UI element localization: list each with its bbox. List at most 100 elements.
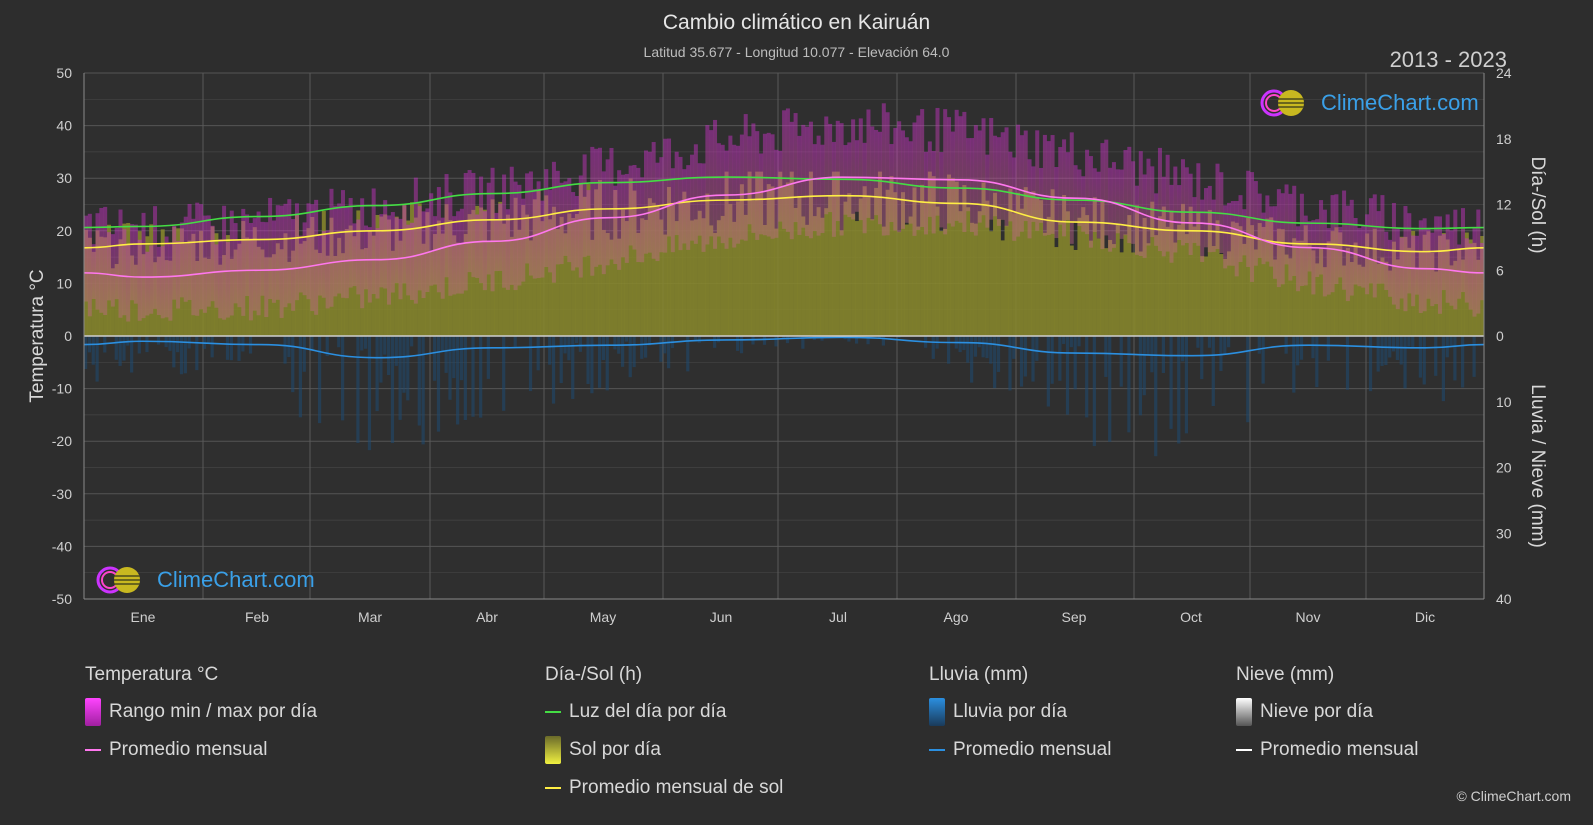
legend-item-daylight: Luz del día por día [545, 700, 783, 724]
legend-label: Rango min / max por día [109, 701, 318, 722]
sun-bar [1092, 197, 1097, 336]
temp-range-bar [1188, 173, 1193, 255]
temp-range-bar [1069, 132, 1074, 244]
temp-range-bar [1276, 189, 1281, 288]
rain-bar [502, 336, 506, 411]
temp-range-bar [383, 200, 388, 289]
temp-range-bar [294, 203, 299, 301]
temp-range-bar [858, 118, 863, 221]
temp-range-bar [475, 214, 480, 278]
x-month-label: Abr [476, 609, 498, 625]
temp-range-bar [245, 214, 250, 297]
logo-top-right[interactable]: ClimeChart.com [1259, 88, 1479, 118]
temp-range-bar [548, 189, 553, 273]
temp-range-bar [367, 227, 372, 303]
legend-item-temp-avg: Promedio mensual [85, 738, 317, 762]
sun-bar [935, 206, 940, 336]
sun-bar [1265, 218, 1270, 336]
rain-bar [1453, 336, 1457, 381]
sun-bar [897, 231, 902, 336]
rain-bar [1219, 336, 1223, 371]
temp-range-bar [444, 174, 449, 278]
temp-range-bar [107, 232, 112, 301]
x-month-label: Sep [1062, 609, 1087, 625]
temp-range-bar [314, 199, 319, 315]
sun-bar [801, 216, 806, 336]
temp-range-bar [939, 152, 944, 228]
sun-bar [644, 219, 648, 336]
temp-range-bar [885, 112, 890, 236]
sun-bar [770, 186, 775, 336]
temp-range-bar [122, 229, 127, 316]
temp-range-bar [1372, 194, 1377, 298]
temp-range-bar [206, 215, 211, 307]
y-right-hours-tick-label: 0 [1496, 328, 1504, 344]
temp-range-bar [835, 120, 840, 222]
y-left-tick-label: 20 [56, 223, 72, 239]
sun-bar [670, 204, 675, 336]
rain-bar [897, 336, 901, 338]
temp-range-bar [513, 181, 518, 291]
sun-bar [732, 221, 737, 336]
copyright: © ClimeChart.com [1456, 788, 1571, 804]
sun-bar [1211, 246, 1216, 336]
temp-range-bar [705, 125, 710, 245]
rain-avg-line [83, 336, 1485, 359]
temp-range-bar [1004, 127, 1009, 227]
temp-range-bar [897, 121, 902, 233]
rain-bar [1207, 336, 1212, 348]
temp-range-bar [1422, 218, 1427, 312]
sun-bar [705, 193, 710, 336]
temp-range-bar [306, 203, 311, 300]
sun-bar [1131, 252, 1136, 336]
temp-range-bar [900, 130, 905, 229]
sun-bar [912, 187, 917, 336]
rain-bar [375, 336, 379, 412]
temp-range-bar [812, 144, 817, 232]
temp-range-bar [789, 121, 794, 240]
temp-range-bar [1161, 176, 1166, 257]
temp-range-bar [1288, 193, 1293, 281]
legend-heading: Temperatura °C [85, 664, 219, 685]
temp-range-bar [84, 215, 88, 302]
temp-range-bar [751, 123, 756, 233]
temp-range-bar [663, 138, 668, 253]
temp-range-bar [755, 131, 760, 240]
temp-range-bar [1269, 206, 1274, 267]
rain-bar [1104, 336, 1108, 377]
rain-bar [866, 336, 870, 345]
sun-bar [1104, 248, 1109, 336]
temp-range-bar [176, 241, 181, 309]
legend-item-temp-range: Rango min / max por día [85, 698, 318, 726]
sun-bar [525, 214, 530, 336]
temp-range-bar [1253, 181, 1258, 266]
sun-bar [950, 178, 955, 336]
rain-bar [406, 336, 410, 401]
rain-bar [739, 336, 744, 354]
temp-range-bar [482, 211, 487, 291]
rain-bar [782, 336, 786, 339]
y-left-tick-label: -20 [52, 433, 72, 449]
temp-range-bar [1292, 185, 1297, 276]
rain-bar [551, 336, 556, 404]
year-range: 2013 - 2023 [1389, 47, 1507, 72]
temp-range-bar [1211, 199, 1216, 252]
temp-range-bar [563, 181, 568, 256]
temp-range-bar [195, 202, 200, 316]
rain-bar [1284, 336, 1288, 354]
sun-bar [559, 216, 564, 336]
temp-range-bar [916, 115, 921, 230]
rain-bar [126, 336, 130, 346]
daylight-swatch [545, 711, 561, 713]
legend-label: Sol por día [569, 739, 661, 760]
rain-bar [571, 336, 575, 399]
x-month-label: Mar [358, 609, 382, 625]
temp-range-bar [640, 177, 645, 263]
temp-range-bar [371, 188, 376, 295]
logo-bottom-left[interactable]: ClimeChart.com [95, 565, 315, 595]
rain-bar [291, 336, 295, 393]
legend-label: Promedio mensual [1260, 739, 1419, 760]
rain-bar [774, 336, 778, 347]
rain-bar [1108, 336, 1112, 442]
